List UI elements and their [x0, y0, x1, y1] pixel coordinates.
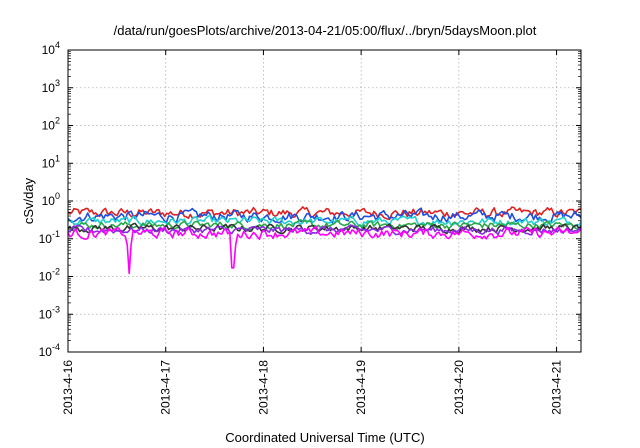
- y-tick-label: 100: [42, 191, 60, 208]
- y-tick-label: 10-1: [39, 229, 60, 246]
- x-tick-label: 2013-4-19: [354, 360, 368, 415]
- x-tick-label: 2013-4-20: [452, 360, 466, 415]
- x-axis: 2013-4-16 2013-4-17 2013-4-18 2013-4-19 2013…: [61, 50, 564, 415]
- x-axis-label: Coordinated Universal Time (UTC): [225, 430, 424, 445]
- y-tick-label: 101: [42, 153, 60, 170]
- series-line: [67, 214, 582, 228]
- y-tick-label: 10-4: [39, 342, 60, 359]
- y-axis: 10-4 10-3 10-2 10-1 100 101 102 103 104: [39, 40, 581, 359]
- y-tick-label: 103: [42, 78, 60, 95]
- series-line: [67, 206, 582, 221]
- chart-title: /data/run/goesPlots/archive/2013-04-21/0…: [114, 23, 537, 38]
- y-axis-label: cSv/day: [21, 177, 36, 224]
- y-tick-label: 102: [42, 116, 60, 133]
- series-line: [67, 225, 582, 275]
- series-line: [67, 207, 582, 224]
- x-tick-label: 2013-4-16: [61, 360, 75, 415]
- y-tick-label: 10-3: [39, 304, 60, 321]
- grid: [68, 50, 581, 352]
- x-tick-label: 2013-4-18: [256, 360, 270, 415]
- x-tick-label: 2013-4-17: [159, 360, 173, 415]
- series-line: [67, 224, 582, 236]
- x-tick-label: 2013-4-21: [550, 360, 564, 415]
- y-tick-label: 104: [42, 40, 60, 57]
- y-tick-label: 10-2: [39, 267, 60, 284]
- series-layer: [67, 206, 582, 275]
